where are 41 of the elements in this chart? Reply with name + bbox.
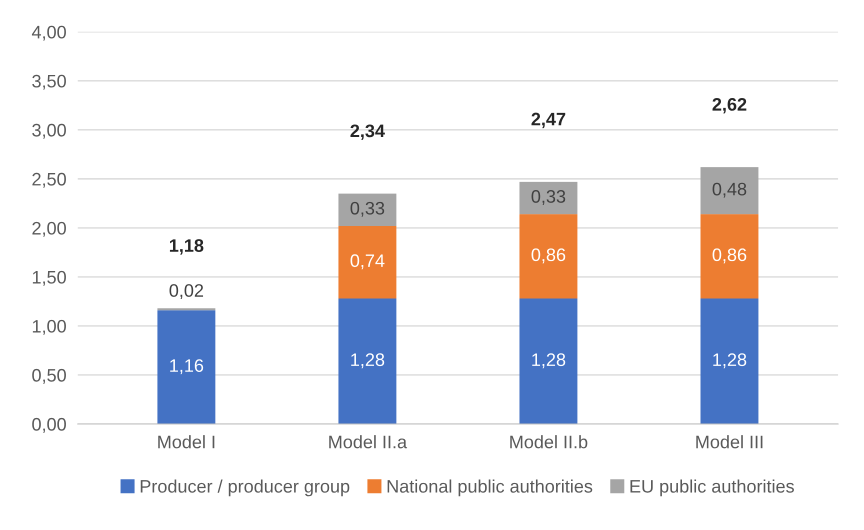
y-tick-label: 0,00 [32,418,66,433]
data-label: 1,28 [532,353,566,368]
data-label: 0,48 [712,182,746,198]
bar [700,298,758,424]
bar [700,214,758,298]
y-tick-label: 4,00 [32,26,66,41]
data-label: 0,74 [350,254,384,270]
y-tick-label: 3,00 [32,124,66,139]
data-label: 1,16 [170,359,204,374]
bar [519,298,578,424]
x-tick-label: Model I [158,435,214,448]
data-label: 0,33 [350,202,384,217]
data-label: 0,33 [532,190,566,205]
legend-label: Producer / producer group [140,479,350,496]
bar [157,310,216,424]
data-label: 0,86 [712,248,746,264]
bar [519,214,578,298]
legend-label: National public authorities [388,479,592,496]
total-label: 2,62 [712,98,746,114]
x-tick-label: Model II.a [329,435,408,448]
y-tick-label: 3,50 [32,74,66,90]
total-label: 2,34 [350,124,385,140]
y-tick-label: 2,50 [32,172,66,188]
data-label: 0,02 [170,284,204,300]
bar [338,226,396,298]
bar [700,167,758,214]
bar [519,182,578,214]
data-label: 0,86 [532,248,566,264]
x-tick-label: Model II.b [510,435,588,448]
y-tick-label: 1,00 [32,320,66,335]
x-tick-label: Model III [696,435,762,448]
y-tick-label: 1,50 [32,270,66,286]
bar [338,194,396,226]
total-label: 2,47 [531,112,566,128]
total-label: 1,18 [170,239,204,255]
legend-label: EU public authorities [630,479,794,496]
y-tick-label: 2,00 [32,222,66,237]
bar [338,298,396,424]
data-label: 1,28 [351,353,384,368]
data-label: 1,28 [713,353,746,368]
y-tick-label: 0,50 [32,368,66,384]
